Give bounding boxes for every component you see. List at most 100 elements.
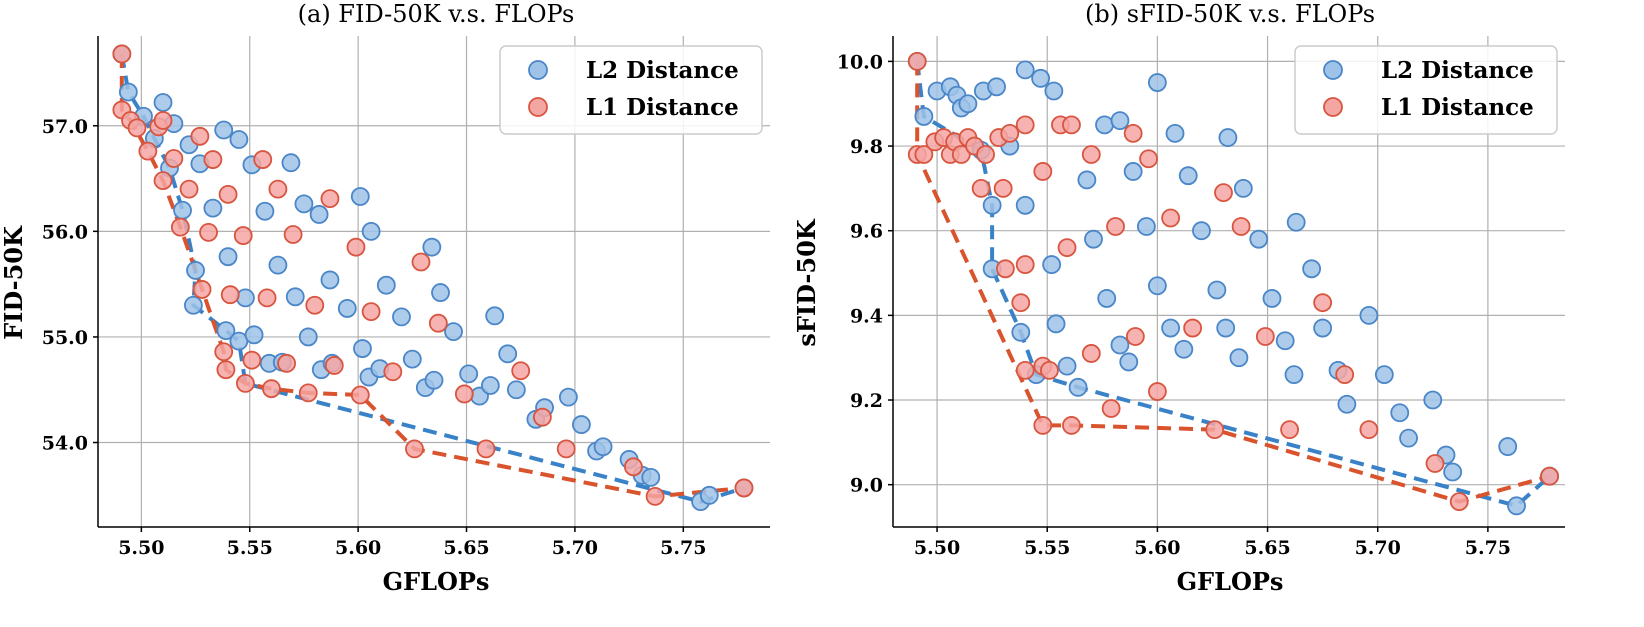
x-tick-label: 5.50 xyxy=(118,537,164,559)
l1-point xyxy=(138,141,158,161)
l2-point xyxy=(1249,229,1269,249)
legend-marker-l1 xyxy=(528,97,548,117)
l2-point xyxy=(1097,289,1117,308)
l2-point xyxy=(337,299,357,318)
l2-point xyxy=(1057,356,1077,376)
l2-point xyxy=(987,77,1006,97)
l2-point xyxy=(559,387,578,407)
l2-point xyxy=(1123,162,1143,181)
l1-point xyxy=(1040,360,1059,380)
legend-box xyxy=(1294,45,1558,135)
l2-point xyxy=(1015,195,1035,215)
y-tick-label: 9.6 xyxy=(850,221,883,243)
l1-point xyxy=(199,222,218,242)
l2-point xyxy=(1313,318,1333,338)
l2-point xyxy=(376,275,396,295)
legend-box xyxy=(499,45,763,135)
l2-point xyxy=(1284,365,1304,385)
l1-point xyxy=(1139,149,1158,169)
l1-point xyxy=(1255,327,1275,346)
l2-point xyxy=(1507,496,1526,516)
l1-point xyxy=(233,226,253,245)
l1-point xyxy=(324,356,344,375)
l2-point xyxy=(1498,437,1518,456)
y-tick-label: 9.0 xyxy=(850,475,883,497)
l2-point xyxy=(320,270,340,290)
l2-point xyxy=(1044,81,1064,101)
x-tick-label: 5.75 xyxy=(660,537,706,559)
l2-point xyxy=(498,344,518,364)
legend-label-l1: L1 Distance xyxy=(586,94,739,121)
l2-point xyxy=(1443,462,1463,482)
l2-point xyxy=(1174,339,1194,359)
l2-point xyxy=(1423,390,1443,410)
legend-label-l1: L1 Distance xyxy=(1381,94,1534,121)
l2-point xyxy=(1031,68,1051,88)
l1-point xyxy=(1000,123,1020,143)
l1-point xyxy=(320,189,340,209)
l1-point xyxy=(192,280,212,299)
l1-point xyxy=(1231,217,1251,236)
l1-point xyxy=(164,149,184,168)
l2-point xyxy=(218,247,238,267)
panel-fid: (a) FID-50K v.s. FLOPs 5.50 5.55 5.60 5.65 5… xyxy=(0,0,770,596)
l1-point xyxy=(277,353,296,373)
l2-point xyxy=(914,107,934,126)
legend-marker-l2 xyxy=(528,60,548,80)
y-tick-label: 57.0 xyxy=(42,116,88,138)
l2-point xyxy=(1046,314,1066,334)
x-tick-label: 5.65 xyxy=(443,537,489,559)
l2-point xyxy=(118,82,138,102)
l2-point xyxy=(214,120,234,140)
l1-frontier-line xyxy=(119,54,745,499)
x-tick-label: 5.70 xyxy=(552,537,598,559)
l2-point xyxy=(1390,403,1410,423)
l2-point xyxy=(1095,115,1114,135)
l1-point xyxy=(511,361,531,381)
l2-point xyxy=(1015,60,1035,80)
legend: L2 Distance L1 Distance xyxy=(499,45,763,135)
l1-point xyxy=(951,145,971,164)
l1-point xyxy=(532,407,552,427)
panel-sfid: (b) sFID-50K v.s. FLOPs 5.50 5.55 5.60 5.65… xyxy=(792,0,1565,596)
legend-marker-l2 xyxy=(1323,60,1343,80)
l2-point xyxy=(1218,128,1238,147)
l1-point xyxy=(262,379,281,399)
l2-point xyxy=(485,306,505,326)
l2-point xyxy=(298,327,318,347)
l2-point xyxy=(1165,123,1185,143)
l2-point xyxy=(244,325,264,345)
x-axis-label: GFLOPs xyxy=(383,567,490,596)
l2-point xyxy=(1042,255,1062,274)
y-tick-label: 55.0 xyxy=(42,327,88,349)
l2-point xyxy=(294,194,314,214)
l1-point xyxy=(624,457,643,477)
l1-point xyxy=(1011,293,1031,313)
l2-point xyxy=(459,364,479,384)
l2-point xyxy=(229,130,249,149)
l1-point xyxy=(253,150,273,169)
y-tick-label: 56.0 xyxy=(42,221,88,243)
l1-point xyxy=(283,225,303,244)
l1-point xyxy=(1101,399,1121,418)
l2-point xyxy=(1337,394,1357,414)
l1-point xyxy=(216,360,236,380)
l2-point xyxy=(1399,428,1418,448)
l2-point xyxy=(1286,212,1306,232)
l1-point xyxy=(350,385,370,405)
l1-point xyxy=(203,150,223,169)
tick-labels: 5.50 5.55 5.60 5.65 5.70 5.75 54.0 55.0 56.0 57.0 xyxy=(42,116,707,559)
legend-label-l2: L2 Distance xyxy=(1381,57,1534,84)
l1-point xyxy=(298,383,318,403)
l1-point xyxy=(1057,238,1077,258)
l1-point xyxy=(214,342,234,362)
l1-point xyxy=(1033,416,1053,435)
l1-point xyxy=(383,362,403,382)
l1-point xyxy=(971,178,991,198)
l1-point xyxy=(1359,420,1379,440)
l2-point xyxy=(350,187,370,206)
l2-point xyxy=(982,195,1002,215)
l2-point xyxy=(1302,259,1322,279)
l2-point xyxy=(1216,318,1236,338)
